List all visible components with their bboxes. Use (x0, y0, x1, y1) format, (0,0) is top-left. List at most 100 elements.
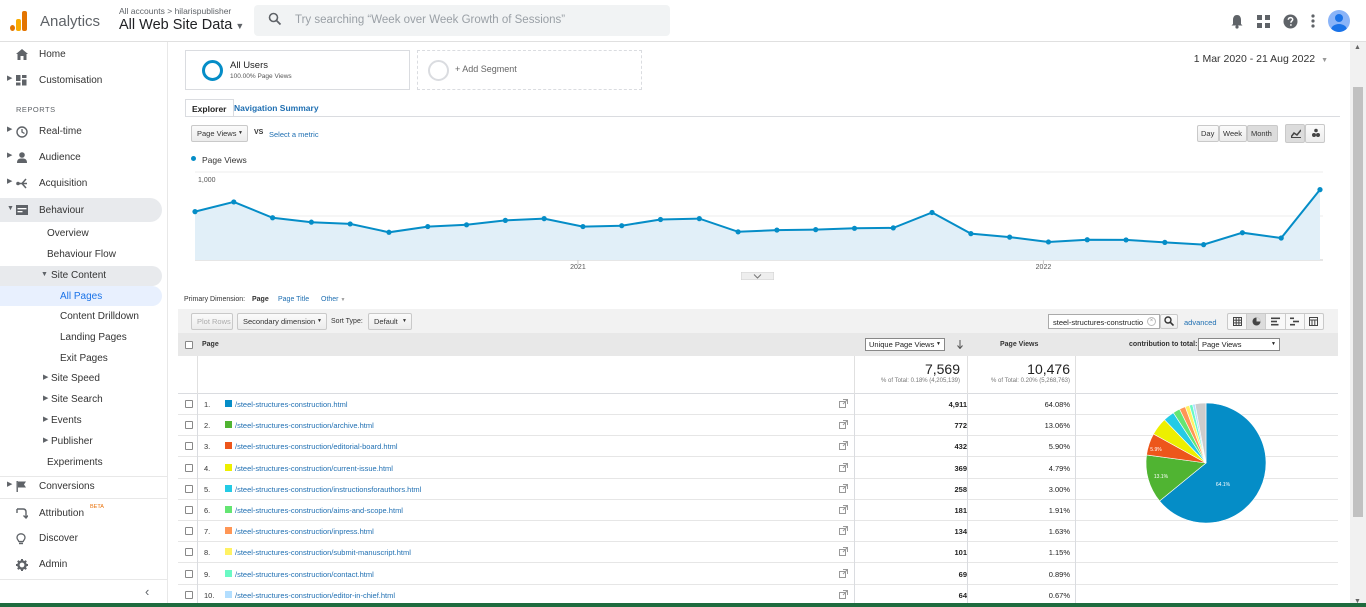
chart-point[interactable] (1084, 237, 1090, 243)
col-page-header[interactable]: Page (202, 341, 219, 348)
date-range-selector[interactable]: 1 Mar 2020 - 21 Aug 2022 ▼ (1194, 53, 1328, 65)
chart-point[interactable] (541, 216, 547, 222)
pivot-view-button[interactable] (1305, 314, 1323, 329)
chart-point[interactable] (269, 215, 276, 221)
bell-icon[interactable] (1230, 14, 1244, 29)
avatar[interactable] (1328, 10, 1350, 32)
line-chart-toggle[interactable] (1285, 124, 1305, 143)
row-checkbox[interactable] (185, 527, 193, 536)
sidebar-item-attribution[interactable]: Attribution BETA (0, 504, 168, 520)
row-checkbox[interactable] (185, 463, 193, 472)
chart-point[interactable] (1278, 235, 1284, 241)
row-page-link[interactable]: /steel-structures-construction/submit-ma… (235, 548, 411, 558)
contribution-pie-chart[interactable]: 64.1% 13.1% 5.9% (1143, 400, 1269, 526)
chart-point[interactable] (813, 227, 819, 233)
tab-navigation-summary[interactable]: Navigation Summary (234, 103, 319, 113)
dimension-page-title[interactable]: Page Title (278, 296, 310, 303)
metric-select[interactable]: Page Views ▼ (191, 125, 248, 142)
chart-point[interactable] (619, 223, 625, 229)
row-checkbox[interactable] (185, 590, 193, 599)
apps-grid-icon[interactable] (1257, 14, 1270, 28)
sidebar-item-discover[interactable]: Discover (0, 532, 168, 546)
table-row[interactable]: 5. /steel-structures-construction/instruc… (178, 479, 1338, 500)
external-link-icon[interactable] (839, 526, 848, 536)
chart-point[interactable] (425, 223, 431, 230)
chart-point[interactable] (851, 225, 858, 231)
dimension-other[interactable]: Other ▼ (321, 296, 345, 303)
external-link-icon[interactable] (839, 568, 848, 578)
row-page-link[interactable]: /steel-structures-construction.html (235, 400, 348, 409)
data-view-button[interactable] (1228, 314, 1248, 329)
row-checkbox[interactable] (185, 421, 193, 430)
sidebar-item-admin[interactable]: Admin (0, 558, 168, 572)
row-checkbox[interactable] (185, 400, 193, 408)
chart-point[interactable] (1239, 230, 1246, 236)
row-checkbox[interactable] (185, 442, 193, 451)
more-vert-icon[interactable] (1311, 14, 1315, 28)
sidebar-item-all-pages[interactable]: All Pages (0, 286, 162, 306)
chart-point[interactable] (735, 229, 741, 235)
plot-rows-button[interactable]: Plot Rows (191, 313, 233, 330)
col-pageviews-header[interactable]: Page Views (1000, 341, 1039, 348)
chart-point[interactable] (968, 231, 974, 237)
chart-point[interactable] (657, 216, 664, 223)
sidebar-item-overview[interactable]: Overview (0, 228, 168, 240)
row-page-link[interactable]: /steel-structures-construction/archive.h… (235, 421, 374, 431)
filter-search-button[interactable] (1160, 314, 1178, 329)
chart-point[interactable] (696, 216, 702, 222)
sidebar-item-site-content[interactable]: ▼ Site Content (0, 266, 162, 286)
chart-point[interactable] (929, 209, 935, 216)
external-link-icon[interactable] (839, 505, 848, 514)
sidebar-item-site-speed[interactable]: ▶ Site Speed (0, 373, 168, 385)
row-page-link[interactable]: /steel-structures-construction/instructi… (235, 484, 422, 494)
table-row[interactable]: 7. /steel-structures-construction/inpress… (178, 521, 1338, 543)
segment-all-users[interactable]: All Users 100.00% Page Views (185, 50, 410, 90)
scrollbar-thumb[interactable] (1353, 87, 1363, 517)
row-checkbox[interactable] (185, 506, 193, 514)
chart-point[interactable] (1045, 239, 1052, 245)
row-checkbox[interactable] (185, 548, 193, 557)
chart-point[interactable] (1007, 234, 1013, 240)
page-scrollbar[interactable]: ▲ ▼ (1350, 42, 1366, 607)
pie-slice[interactable] (1194, 402, 1207, 464)
motion-chart-toggle[interactable] (1305, 124, 1325, 143)
sidebar-item-customisation[interactable]: ▶ Customisation (0, 74, 168, 88)
select-all-checkbox[interactable] (185, 341, 193, 349)
search-input[interactable]: Try searching “Week over Week Growth of … (295, 14, 566, 26)
advanced-filter-link[interactable]: advanced (1184, 318, 1217, 327)
view-selector[interactable]: All Web Site Data ▼ (119, 17, 244, 33)
chart-point[interactable] (308, 219, 314, 225)
external-link-icon[interactable] (839, 589, 848, 599)
sidebar-item-conversions[interactable]: ▶ Conversions (0, 480, 168, 494)
breadcrumb-account[interactable]: All accounts (119, 6, 165, 16)
sidebar-item-site-search[interactable]: ▶ Site Search (0, 394, 168, 406)
table-filter-input[interactable]: steel-structures-constructio × (1048, 314, 1160, 329)
tab-explorer[interactable]: Explorer (185, 99, 234, 117)
help-icon[interactable] (1283, 14, 1298, 29)
dimension-page[interactable]: Page (252, 296, 269, 303)
chart-point[interactable] (386, 229, 392, 235)
select-metric-link[interactable]: Select a metric (269, 130, 319, 139)
sort-descending-icon[interactable] (957, 340, 963, 349)
table-row[interactable]: 6. /steel-structures-construction/aims-an… (178, 500, 1338, 521)
chart-point[interactable] (1123, 237, 1129, 243)
chart-point[interactable] (774, 227, 780, 233)
contribution-metric-select[interactable]: Page Views ▼ (1198, 338, 1280, 351)
table-row[interactable]: 3. /steel-structures-construction/editori… (178, 436, 1338, 458)
row-page-link[interactable]: /steel-structures-construction/inpress.h… (235, 527, 374, 537)
sidebar-item-experiments[interactable]: Experiments (0, 457, 168, 469)
row-page-link[interactable]: /steel-structures-construction/aims-and-… (235, 506, 403, 515)
percentage-view-button[interactable] (1247, 314, 1267, 329)
chart-point[interactable] (192, 209, 198, 215)
row-page-link[interactable]: /steel-structures-construction/editor-in… (235, 590, 396, 600)
sidebar-item-events[interactable]: ▶ Events (0, 415, 168, 427)
sidebar-item-audience[interactable]: ▶ Audience (0, 151, 168, 165)
chart-point[interactable] (890, 225, 896, 231)
chart-point[interactable] (231, 199, 237, 205)
sort-type-select[interactable]: Default ▼ (368, 313, 412, 330)
external-link-icon[interactable] (839, 483, 848, 493)
external-link-icon[interactable] (839, 441, 848, 451)
search-bar[interactable]: Try searching “Week over Week Growth of … (254, 5, 670, 36)
chart-point[interactable] (580, 223, 586, 230)
